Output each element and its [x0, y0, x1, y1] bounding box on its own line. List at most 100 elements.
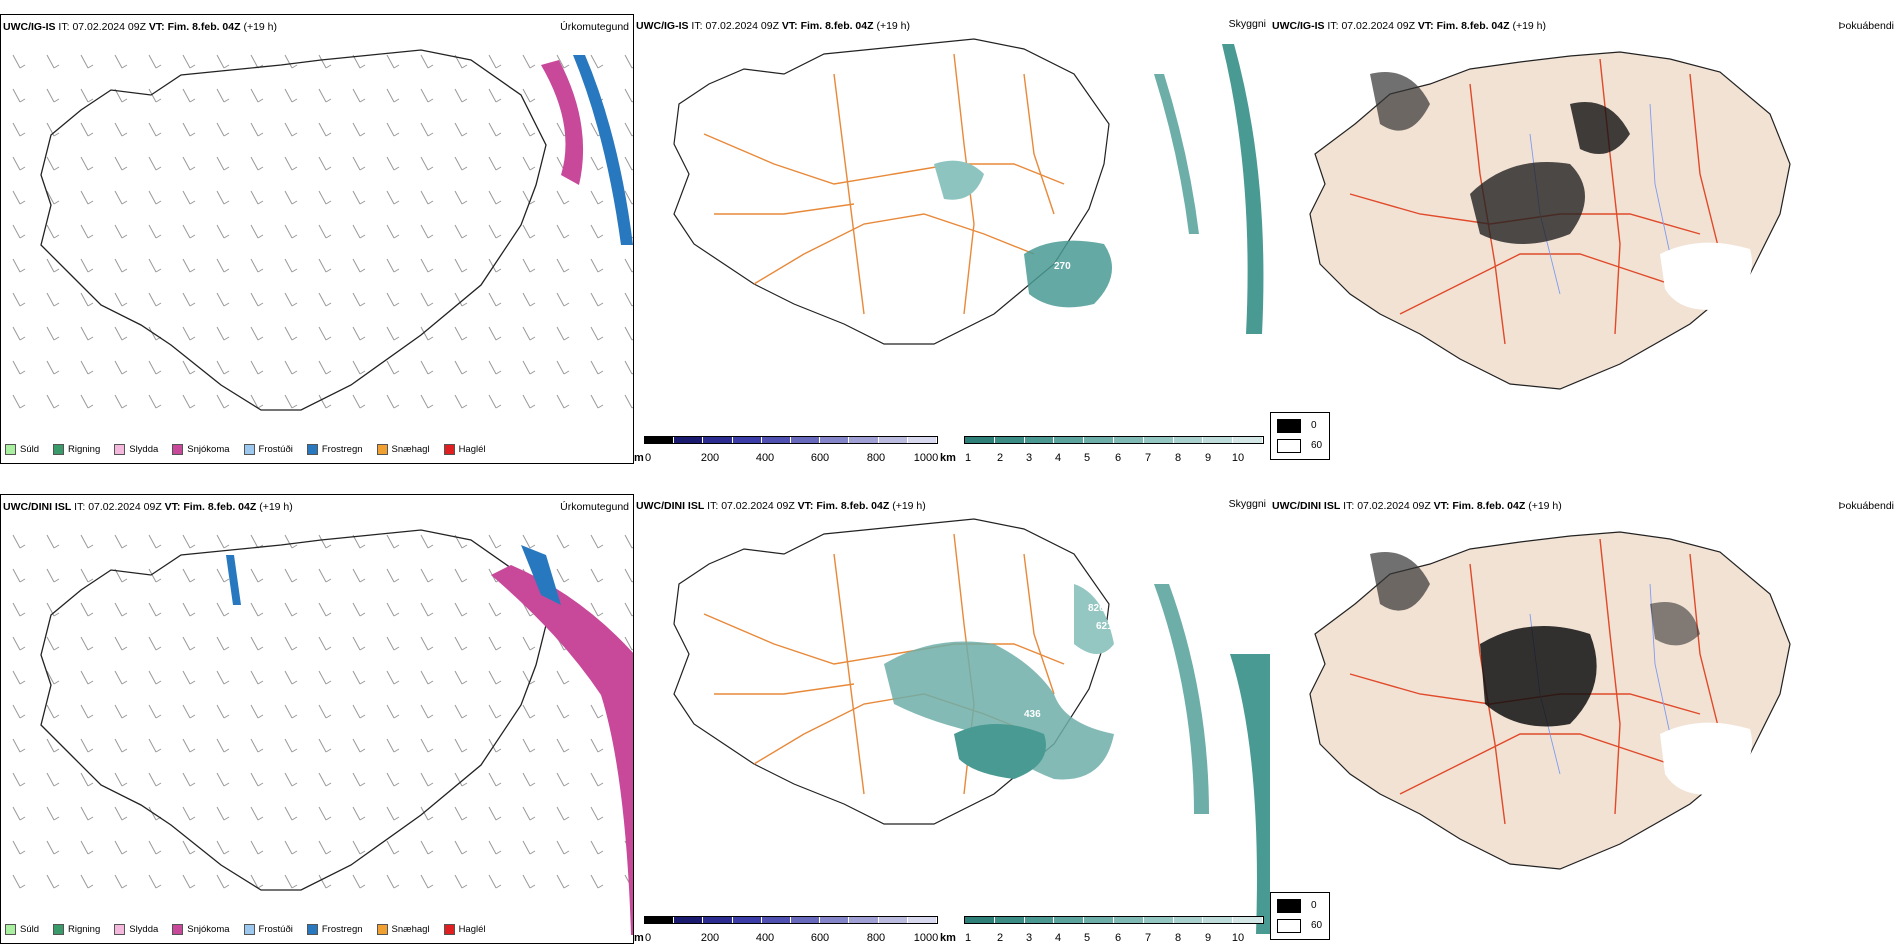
wind-barb [420, 840, 434, 855]
wind-barb [80, 840, 94, 855]
panel-type-label: Þokuábendi [1838, 20, 1894, 32]
wind-barb [250, 88, 264, 103]
fog-legend-low-swatch [1277, 919, 1301, 933]
wind-barb [318, 156, 332, 171]
wind-barb [80, 602, 94, 617]
wind-barb [590, 534, 604, 549]
wind-barb [12, 156, 26, 171]
wind-barb [522, 54, 536, 69]
wind-barb [352, 670, 366, 685]
frost-rain-band [521, 545, 561, 605]
wind-barb [182, 704, 196, 719]
wind-barb [556, 874, 570, 889]
wind-barb [352, 360, 366, 375]
wind-barb [522, 394, 536, 409]
wind-barb [352, 326, 366, 341]
wind-barb [522, 360, 536, 375]
wind-barb [352, 156, 366, 171]
wind-barb [12, 292, 26, 307]
wind-barb [420, 670, 434, 685]
wind-barb [522, 326, 536, 341]
wind-barb [250, 394, 264, 409]
wind-barb [216, 292, 230, 307]
legend-item: Snæhagl [376, 444, 430, 455]
wind-barb [80, 772, 94, 787]
wind-barb [590, 874, 604, 889]
wind-barb [80, 874, 94, 889]
wind-barbs [12, 534, 633, 889]
wind-barb [386, 292, 400, 307]
wind-barb [488, 704, 502, 719]
wind-barbs [12, 54, 633, 409]
wind-barb [454, 738, 468, 753]
wind-barb [284, 602, 298, 617]
wind-barb [148, 258, 162, 273]
wind-barb [318, 190, 332, 205]
wind-barb [216, 670, 230, 685]
wind-barb [284, 568, 298, 583]
wind-barb [284, 534, 298, 549]
low-visibility-band [1154, 584, 1209, 814]
wind-barb [80, 326, 94, 341]
wind-barb [454, 224, 468, 239]
frost-rain-band [226, 555, 241, 605]
wind-barb [386, 360, 400, 375]
fog-map [1309, 51, 1791, 390]
wind-barb [12, 704, 26, 719]
wind-barb [420, 772, 434, 787]
wind-barb [352, 602, 366, 617]
wind-barb [624, 88, 633, 103]
wind-barb [148, 636, 162, 651]
wind-barb [420, 704, 434, 719]
wind-barb [590, 326, 604, 341]
wind-barb [454, 292, 468, 307]
wind-barb [46, 258, 60, 273]
wind-barb [148, 704, 162, 719]
wind-barb [114, 156, 128, 171]
legend-swatch [443, 444, 455, 455]
wind-barb [46, 88, 60, 103]
low-visibility-area [884, 641, 1114, 780]
wind-barb [250, 534, 264, 549]
ceiling-value-label: 357 [979, 206, 996, 217]
legend-item: Snæhagl [376, 924, 430, 935]
wind-barb [624, 534, 633, 549]
legend-swatch [5, 924, 16, 935]
wind-barb [250, 704, 264, 719]
ceiling-value-label: 826 [1088, 603, 1105, 614]
wind-barb [318, 874, 332, 889]
wind-barb [386, 738, 400, 753]
wind-barb [522, 738, 536, 753]
wind-barb [284, 122, 298, 137]
low-visibility-band [1222, 44, 1264, 334]
wind-barb [522, 840, 536, 855]
wind-barb [250, 224, 264, 239]
wind-barb [182, 326, 196, 341]
wind-barb [454, 88, 468, 103]
wind-barb [250, 156, 264, 171]
wind-barb [454, 806, 468, 821]
wind-barb [624, 394, 633, 409]
wind-barb [148, 326, 162, 341]
wind-barb [352, 394, 366, 409]
wind-barb [114, 258, 128, 273]
wind-barb [46, 190, 60, 205]
wind-barb [318, 568, 332, 583]
legend-item: Frostregn [306, 444, 363, 455]
wind-barb [386, 704, 400, 719]
wind-barb [522, 704, 536, 719]
legend-item: Rigning [53, 924, 100, 935]
legend-swatch [5, 444, 16, 455]
wind-barb [522, 806, 536, 821]
wind-barb [182, 840, 196, 855]
wind-barb [114, 806, 128, 821]
wind-barb [556, 54, 570, 69]
wind-barb [352, 704, 366, 719]
low-visibility-area [1024, 240, 1112, 308]
wind-barb [454, 326, 468, 341]
precip-legend: Súld Rigning Slydda Snjókoma Frostúði Fr… [5, 924, 486, 935]
precip-map [12, 529, 633, 935]
wind-barb [46, 636, 60, 651]
wind-barb [556, 326, 570, 341]
wind-barb [148, 190, 162, 205]
